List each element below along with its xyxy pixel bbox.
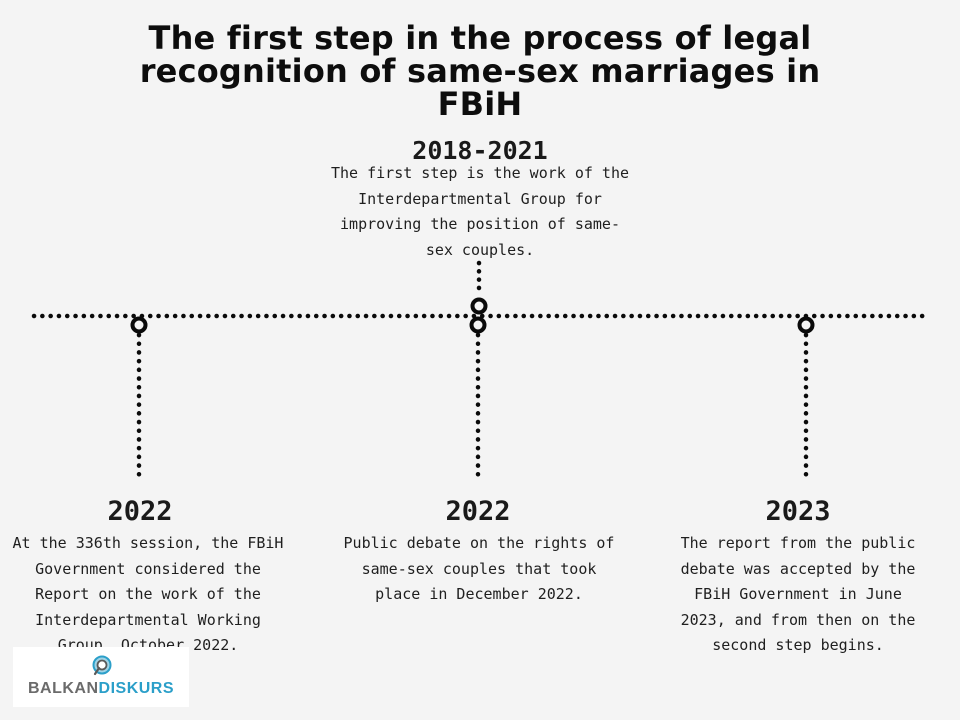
- top-event-text: The first step is the work of the Interd…: [330, 164, 629, 259]
- event-year-2: 2022: [445, 496, 511, 527]
- event-text-1: At the 336th session, the FBiH Governmen…: [12, 534, 284, 654]
- top-event-year: 2018-2021: [412, 136, 548, 165]
- logo-text-balkan: BALKAN: [27, 680, 99, 697]
- event-text-2: Public debate on the rights of same-sex …: [343, 534, 615, 603]
- search-chat-icon: [92, 655, 112, 676]
- event-year-1: 2022: [107, 496, 173, 527]
- top-event-marker: [470, 297, 488, 315]
- event-marker-3: [797, 316, 815, 334]
- event-year-3: 2023: [765, 496, 831, 527]
- event-marker-1: [130, 316, 148, 334]
- logo-text-diskurs: DISKURS: [98, 680, 175, 697]
- event-marker-2: [469, 316, 487, 334]
- event-text-3: The report from the public debate was ac…: [680, 534, 916, 654]
- page-title: The first step in the process of legal r…: [139, 19, 821, 123]
- logo-wordmark: BALKANDISKURS: [13, 680, 189, 698]
- balkandiskurs-logo: BALKANDISKURS: [13, 647, 189, 707]
